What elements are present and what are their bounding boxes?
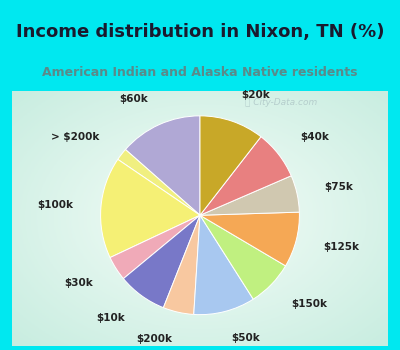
Text: $10k: $10k <box>96 313 125 323</box>
Wedge shape <box>124 215 200 308</box>
Text: $100k: $100k <box>37 200 73 210</box>
Wedge shape <box>200 212 300 266</box>
Wedge shape <box>110 215 200 279</box>
Text: $60k: $60k <box>119 94 148 104</box>
Wedge shape <box>200 116 261 215</box>
Text: $75k: $75k <box>324 182 353 192</box>
Wedge shape <box>194 215 253 315</box>
Wedge shape <box>200 215 286 299</box>
Wedge shape <box>118 149 200 215</box>
Text: $40k: $40k <box>300 132 330 142</box>
Text: Income distribution in Nixon, TN (%): Income distribution in Nixon, TN (%) <box>16 23 384 41</box>
Wedge shape <box>101 159 200 258</box>
Text: $30k: $30k <box>64 278 92 288</box>
Wedge shape <box>200 176 299 215</box>
Wedge shape <box>126 116 200 215</box>
Text: $200k: $200k <box>136 334 172 344</box>
Wedge shape <box>200 137 291 215</box>
Text: > $200k: > $200k <box>51 132 100 142</box>
Text: American Indian and Alaska Native residents: American Indian and Alaska Native reside… <box>42 65 358 78</box>
Text: $50k: $50k <box>232 334 260 343</box>
Text: ⓘ City-Data.com: ⓘ City-Data.com <box>244 98 317 107</box>
Text: $20k: $20k <box>241 90 270 100</box>
Wedge shape <box>164 215 200 314</box>
Text: $125k: $125k <box>323 242 359 252</box>
Text: $150k: $150k <box>291 299 327 309</box>
